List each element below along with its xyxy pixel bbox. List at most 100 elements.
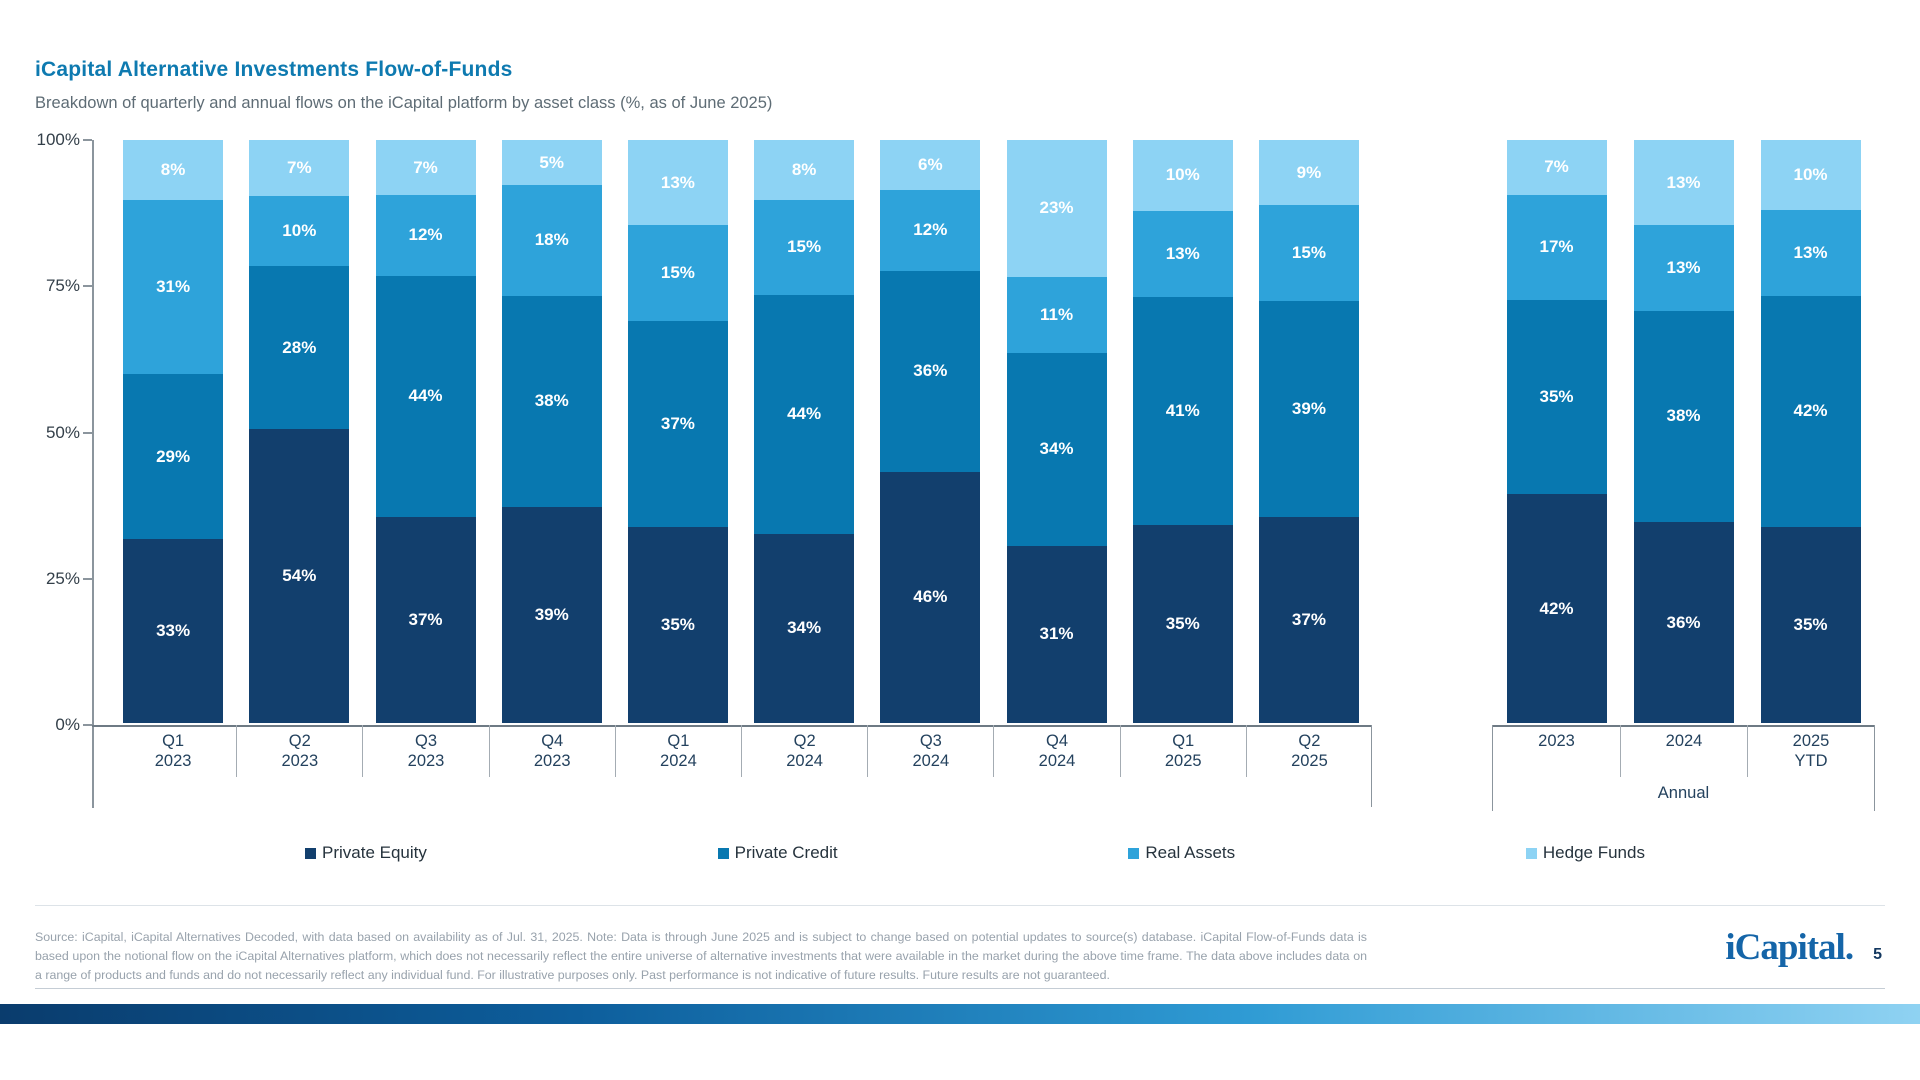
y-axis-line — [92, 140, 94, 808]
segment-value-label: 46% — [913, 587, 948, 607]
bar-segment: 34% — [1006, 352, 1107, 546]
bar-segment: 28% — [249, 266, 350, 429]
segment-value-label: 10% — [1165, 165, 1200, 185]
bar-segment: 6% — [880, 140, 981, 191]
bar-segment: 18% — [501, 185, 602, 296]
chart-legend: Private Equity Private Credit Real Assets H… — [305, 843, 1645, 863]
bar-segment: 12% — [880, 190, 981, 271]
segment-value-label: 35% — [1539, 386, 1574, 406]
stacked-bar: 39% 38% 18% 5% — [501, 140, 602, 724]
legend-item: Hedge Funds — [1525, 843, 1645, 863]
legend-color-marker — [1128, 847, 1140, 859]
legend-item: Private Equity — [305, 843, 427, 863]
x-axis-label: Q2 2025 — [1245, 725, 1372, 777]
y-tick-mark — [83, 577, 92, 580]
y-tick-label: 50% — [45, 422, 80, 442]
bracket-line — [1492, 725, 1493, 811]
page-number: 5 — [1873, 946, 1882, 963]
stacked-bar: 37% 44% 12% 7% — [375, 140, 476, 724]
source-disclaimer: Source: iCapital, iCapital Alternatives … — [35, 930, 1367, 982]
bar-column: 31% 34% 11% 23% Q4 2024 — [993, 140, 1119, 777]
stacked-bar: 34% 44% 15% 8% — [754, 140, 855, 724]
segment-value-label: 17% — [1539, 237, 1574, 257]
segment-value-label: 13% — [660, 172, 695, 192]
bar-column: 37% 44% 12% 7% Q3 2023 — [362, 140, 488, 777]
bar-segment: 37% — [1258, 516, 1359, 724]
bar-segment: 9% — [1258, 140, 1359, 206]
bar-segment: 13% — [1633, 140, 1734, 226]
segment-value-label: 13% — [1666, 258, 1701, 278]
segment-value-label: 36% — [1666, 612, 1701, 632]
legend-label: Hedge Funds — [1542, 843, 1645, 862]
segment-value-label: 15% — [660, 263, 695, 283]
bar-segment: 42% — [1760, 295, 1861, 528]
bar-segment: 36% — [1633, 522, 1734, 724]
segment-value-label: 18% — [534, 230, 569, 250]
quarterly-bar-group: 33% 29% 31% 8% Q1 2023 54% 28% 10% 7% Q2 2023 37% 44%… — [110, 140, 1372, 777]
bar-segment: 10% — [1132, 140, 1233, 211]
bar-segment: 11% — [1006, 276, 1107, 353]
segment-value-label: 13% — [1666, 172, 1701, 192]
bar-segment: 39% — [1258, 300, 1359, 517]
bar-segment: 13% — [627, 140, 728, 226]
segment-value-label: 5% — [539, 152, 564, 172]
legend-label: Private Credit — [734, 843, 838, 862]
segment-value-label: 37% — [660, 413, 695, 433]
segment-value-label: 54% — [282, 565, 317, 585]
bracket-line — [1371, 725, 1372, 807]
bar-column: 42% 35% 17% 7% 2023 — [1493, 139, 1620, 777]
segment-value-label: 39% — [534, 605, 569, 625]
bar-segment: 35% — [1506, 299, 1607, 494]
x-axis-label: 2025 YTD — [1747, 725, 1874, 777]
segment-value-label: 15% — [787, 237, 822, 257]
bar-column: 37% 39% 15% 9% Q2 2025 — [1245, 140, 1372, 777]
segment-value-label: 34% — [1039, 439, 1074, 459]
bar-segment: 42% — [1506, 493, 1607, 724]
segment-value-label: 41% — [1165, 401, 1200, 421]
bar-segment: 39% — [501, 506, 602, 724]
bar-segment: 31% — [123, 199, 224, 375]
bar-segment: 37% — [375, 516, 476, 724]
stacked-bar: 46% 36% 12% 6% — [880, 140, 981, 724]
legend-label: Real Assets — [1145, 843, 1236, 862]
segment-value-label: 28% — [282, 337, 317, 357]
x-axis-label: Q4 2024 — [993, 725, 1119, 777]
segment-value-label: 13% — [1793, 243, 1828, 263]
bar-segment: 35% — [1760, 527, 1861, 724]
bar-segment: 8% — [123, 140, 224, 200]
x-axis-label: Q1 2025 — [1119, 725, 1246, 777]
bar-column: 35% 42% 13% 10% 2025 YTD — [1747, 140, 1874, 777]
x-axis-label: Q2 2023 — [236, 725, 362, 777]
segment-value-label: 31% — [1039, 624, 1074, 644]
legend-color-marker — [717, 847, 729, 859]
bottom-gradient-bar — [0, 1004, 1920, 1024]
segment-value-label: 12% — [408, 225, 443, 245]
x-axis-label: 2024 — [1620, 725, 1747, 777]
x-axis-label: Q3 2024 — [867, 725, 993, 777]
bar-column: 33% 29% 31% 8% Q1 2023 — [110, 140, 236, 777]
footer-logo-block: iCapital. 5 — [1725, 926, 1882, 969]
segment-value-label: 12% — [913, 220, 948, 240]
bar-segment: 13% — [1132, 210, 1233, 297]
segment-value-label: 7% — [287, 157, 312, 177]
segment-value-label: 7% — [413, 157, 438, 177]
segment-value-label: 15% — [1291, 243, 1326, 263]
bar-segment: 7% — [249, 140, 350, 196]
y-tick-mark — [83, 139, 92, 141]
bar-column: 54% 28% 10% 7% Q2 2023 — [236, 140, 362, 777]
y-tick-mark — [83, 724, 92, 726]
bar-column: 35% 37% 15% 13% Q1 2024 — [614, 140, 741, 777]
bar-segment: 5% — [501, 140, 602, 186]
segment-value-label: 36% — [913, 361, 948, 381]
x-axis-label: Q2 2024 — [741, 725, 867, 777]
segment-value-label: 11% — [1039, 304, 1074, 324]
stacked-bar: 35% 41% 13% 10% — [1132, 140, 1233, 724]
segment-value-label: 35% — [1793, 615, 1828, 635]
bar-segment: 31% — [1006, 545, 1107, 724]
x-axis-line-annual — [1492, 725, 1874, 727]
bar-column: 39% 38% 18% 5% Q4 2023 — [488, 140, 615, 777]
bar-segment: 13% — [1633, 225, 1734, 311]
bar-segment: 37% — [627, 320, 728, 528]
bar-segment: 41% — [1132, 296, 1233, 526]
